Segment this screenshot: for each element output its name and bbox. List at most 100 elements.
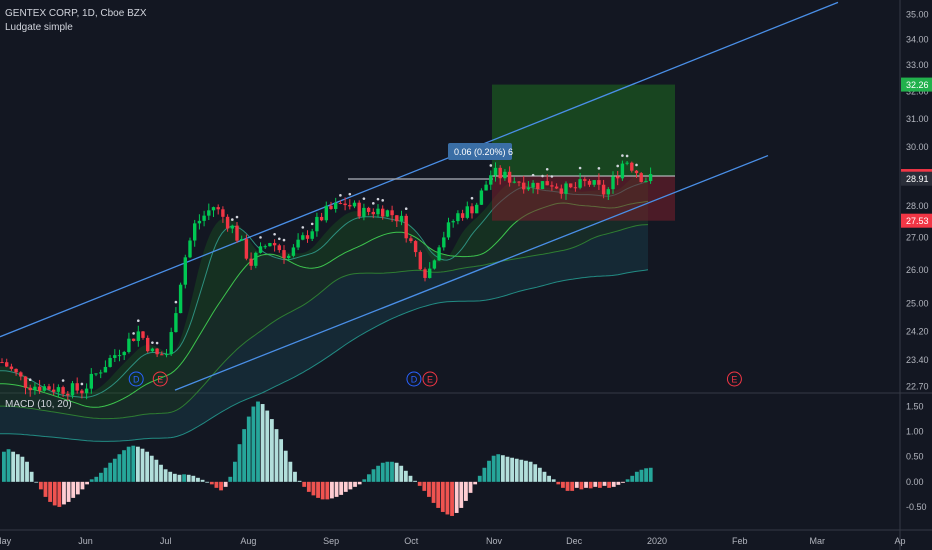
macd-bar [440,481,445,512]
time-tick-label: Oct [404,536,419,546]
candle-body [296,239,300,248]
candle-body [84,388,89,394]
macd-bar [468,481,473,493]
macd-bar [491,455,496,482]
swing-dot [28,378,32,381]
swing-dot [376,197,380,201]
candle-body [470,206,474,214]
candle-body [460,213,465,218]
candle-body [536,182,540,189]
macd-bar [570,481,575,491]
candle-body [310,231,314,239]
macd-bar [371,469,376,482]
macd-bar [579,481,584,490]
macd-bar [574,481,579,488]
macd-bar [52,481,57,506]
macd-bar [288,461,293,482]
candle-body [526,187,531,190]
price-tick-label: 28.00 [906,201,929,211]
candle-body [559,188,563,194]
candle-body [282,250,286,258]
swing-dot [545,167,549,171]
candle-body [437,247,441,261]
time-tick-label: Ap [894,536,905,546]
candle-body [127,338,131,352]
macd-bar [163,469,168,482]
time-tick-label: Feb [732,536,748,546]
candle-body [522,182,526,190]
candle-body [52,389,56,392]
macd-bar [15,454,20,482]
candle-body [366,207,371,212]
macd-bar [269,419,274,482]
earnings-marker-icon [406,371,422,387]
macd-tick-label: 0.00 [906,477,924,487]
candle-body [381,208,385,217]
candle-body [493,167,498,176]
macd-bar [62,481,66,505]
macd-bar [399,465,404,482]
macd-bar [431,481,436,503]
macd-bar [251,406,256,482]
swing-dot [231,218,234,221]
macd-bar [191,475,196,482]
macd-bar [348,481,353,490]
swing-dot [621,154,624,157]
macd-bar [417,481,422,486]
candle-body [131,338,136,341]
candle-body [399,215,404,222]
macd-bar [450,481,454,516]
macd-bar [242,429,247,482]
macd-label: MACD (10, 20) [5,399,72,410]
macd-bar [214,481,219,488]
swing-dot [578,166,582,170]
swing-dot [362,197,366,200]
macd-bar [413,480,417,482]
macd-tick-label: 0.50 [906,452,924,462]
swing-dot [174,300,178,304]
macd-bar [597,481,602,488]
earnings-marker-icon [128,371,144,387]
swing-dot [273,232,276,236]
macd-bar [537,467,542,482]
macd-bar [85,481,89,485]
candle-body [89,373,93,389]
earnings-marker-label: E [427,375,433,385]
ma-line-3 [0,224,649,420]
earnings-marker-label: D [133,375,140,385]
macd-bar [297,480,302,482]
swing-dot [550,175,554,178]
macd-bar [445,481,450,515]
candle-body [183,257,187,285]
macd-bar [528,461,533,482]
candle-body [240,239,244,241]
macd-bar [565,481,570,491]
candle-body [601,184,606,195]
macd-bar [510,457,515,482]
macd-bar [38,481,43,490]
symbol-title: GENTEX CORP, 1D, Cboe BZX [5,8,147,19]
macd-bar [496,454,501,482]
candle-body [343,203,347,206]
candle-body [66,393,70,396]
swing-dot [235,215,239,219]
macd-bar [408,475,413,482]
candle-body [357,202,361,217]
time-tick-label: Nov [486,536,503,546]
candle-body [319,216,324,221]
macd-bar [108,462,113,482]
time-tick-label: Mar [809,536,825,546]
time-tick-label: Jun [78,536,93,546]
time-tick-label: Aug [240,536,256,546]
candle-body [531,182,535,188]
macd-bar [11,451,16,482]
candle-body [0,362,4,364]
macd-bar [648,467,653,482]
candle-body [512,181,516,183]
candle-body [211,207,216,211]
candle-body [216,207,220,210]
candle-body [230,225,234,229]
candle-body [141,331,145,338]
